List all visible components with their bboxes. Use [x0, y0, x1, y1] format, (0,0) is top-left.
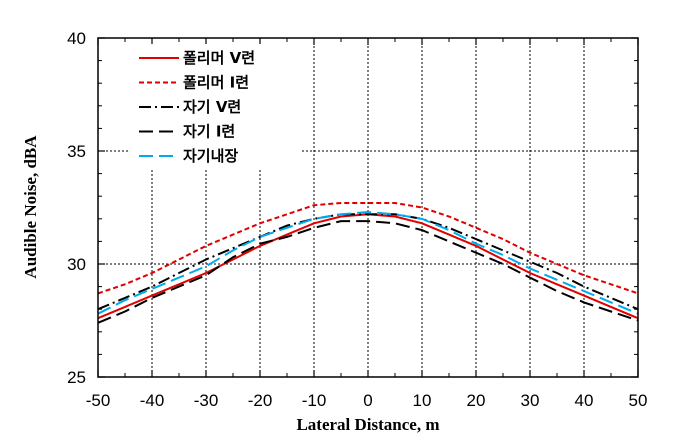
x-tick-label: -50: [86, 391, 111, 410]
legend-label-4: 자기 I련: [183, 123, 235, 141]
legend-label-3: 자기 V련: [183, 98, 241, 116]
y-axis-title: Audible Noise, dBA: [21, 135, 40, 279]
series-line-3: [97, 213, 639, 311]
y-tick-label: 40: [67, 29, 86, 48]
x-tick-label: -10: [302, 391, 327, 410]
series-line-4: [97, 220, 639, 324]
legend-background: [130, 44, 300, 168]
legend-label-2: 폴리머 I련: [183, 74, 249, 92]
x-tick-label: 40: [575, 391, 594, 410]
grid-lines: [98, 38, 638, 377]
x-tick-label: 10: [413, 391, 432, 410]
series-line-2: [97, 202, 639, 295]
x-tick-label: -20: [248, 391, 273, 410]
x-axis-title: Lateral Distance, m: [296, 415, 439, 434]
axis-ticks: [97, 37, 639, 378]
y-tick-label: 30: [67, 255, 86, 274]
x-tick-label: -40: [140, 391, 165, 410]
legend-label-1: 폴리머 V련: [183, 49, 255, 67]
x-tick-label: 50: [629, 391, 648, 410]
y-tick-label: 35: [67, 142, 86, 161]
series-line-5: [97, 210, 639, 315]
series-lines: [97, 202, 639, 324]
tick-labels: -50 -40 -30 -20 -10 0 10 20 30 40 50 25 30 35 40: [67, 29, 647, 410]
x-tick-label: -30: [194, 391, 219, 410]
legend-label-5: 자기내장: [183, 147, 238, 165]
x-tick-label: 30: [521, 391, 540, 410]
y-tick-label: 25: [67, 368, 86, 387]
x-tick-label: 0: [363, 391, 372, 410]
x-tick-label: 20: [467, 391, 486, 410]
